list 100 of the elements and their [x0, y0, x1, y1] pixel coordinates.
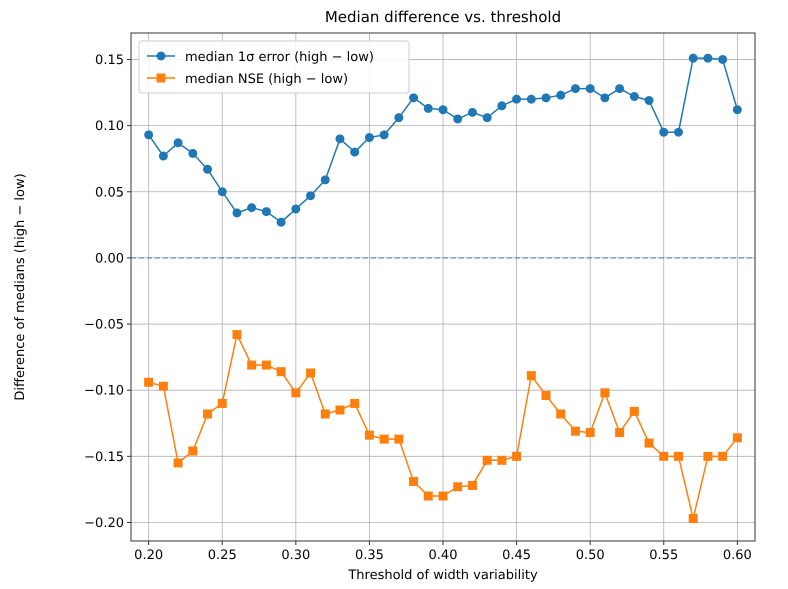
- y-tick-label: −0.10: [84, 384, 124, 399]
- x-tick-label: 0.20: [134, 548, 164, 563]
- point: [630, 406, 639, 416]
- point: [320, 410, 330, 418]
- point: [144, 130, 154, 140]
- point: [674, 452, 683, 461]
- point: [732, 433, 742, 442]
- point: [306, 191, 316, 200]
- point: [380, 434, 389, 444]
- legend-label: median NSE (high − low): [185, 72, 348, 87]
- x-axis-title: Threshold of width variability: [347, 568, 538, 583]
- y-tick-label: −0.20: [84, 516, 124, 531]
- point: [526, 94, 536, 104]
- x-tick-label: 0.30: [281, 548, 310, 563]
- point: [644, 438, 654, 448]
- point: [497, 101, 506, 110]
- point: [218, 398, 227, 408]
- point: [364, 430, 374, 440]
- point: [291, 388, 300, 398]
- point: [615, 428, 624, 438]
- point: [482, 113, 492, 122]
- y-tick-label: −0.15: [84, 450, 124, 465]
- point: [453, 114, 462, 124]
- point: [218, 187, 227, 196]
- point: [424, 492, 433, 501]
- point: [526, 371, 536, 380]
- point: [364, 133, 374, 142]
- point: [718, 452, 728, 461]
- point: [703, 452, 712, 461]
- point: [409, 476, 418, 486]
- x-tick-label: 0.40: [428, 548, 458, 563]
- point: [335, 406, 344, 415]
- point: [586, 84, 595, 94]
- point: [276, 367, 286, 376]
- point: [630, 92, 639, 101]
- point: [174, 458, 183, 468]
- point: [188, 446, 198, 456]
- point: [512, 94, 522, 104]
- y-tick-label: −0.05: [84, 318, 124, 333]
- point: [688, 54, 698, 63]
- point: [570, 426, 580, 436]
- y-tick-label: 0.00: [95, 251, 124, 266]
- point: [232, 208, 242, 218]
- chart-title: Median difference vs. threshold: [324, 8, 562, 26]
- point: [232, 330, 242, 340]
- point: [335, 134, 344, 144]
- point: [674, 128, 683, 137]
- point: [350, 148, 360, 157]
- point: [424, 104, 433, 113]
- point: [291, 204, 300, 214]
- point: [732, 105, 742, 114]
- point: [203, 410, 212, 418]
- point: [644, 96, 654, 105]
- point: [276, 218, 286, 227]
- x-tick-label: 0.55: [649, 548, 678, 563]
- x-tick-label: 0.25: [208, 548, 237, 563]
- point: [158, 382, 168, 391]
- point: [586, 428, 595, 438]
- point: [497, 456, 506, 465]
- point: [615, 84, 624, 94]
- point: [718, 54, 728, 64]
- point: [350, 398, 360, 408]
- point: [394, 113, 404, 122]
- point: [659, 128, 668, 137]
- point: [482, 456, 492, 465]
- point: [703, 54, 712, 63]
- point: [453, 482, 462, 492]
- point: [394, 434, 404, 444]
- point: [468, 108, 477, 117]
- point: [158, 152, 168, 161]
- point: [247, 360, 256, 370]
- y-tick-label: 0.05: [95, 185, 124, 200]
- x-tick-label: 0.35: [354, 548, 384, 563]
- point: [144, 378, 154, 387]
- x-tick-label: 0.60: [722, 548, 752, 563]
- point: [542, 390, 551, 400]
- x-tick-label: 0.45: [502, 548, 532, 563]
- x-tick-label: 0.50: [576, 548, 605, 563]
- point: [570, 84, 580, 94]
- point: [688, 514, 698, 524]
- point: [409, 93, 418, 102]
- point: [188, 148, 198, 158]
- point: [438, 492, 448, 501]
- point: [306, 368, 316, 378]
- y-axis-title: Difference of medians (high − low): [13, 173, 28, 401]
- point: [600, 388, 610, 398]
- point: [262, 360, 271, 370]
- point: [600, 93, 610, 102]
- point: [556, 410, 566, 418]
- point: [203, 164, 212, 174]
- y-tick-label: 0.15: [95, 52, 124, 68]
- y-tick-label: 0.10: [95, 119, 124, 134]
- point: [512, 452, 522, 461]
- point: [174, 138, 183, 148]
- point: [320, 175, 330, 184]
- point: [542, 93, 551, 102]
- point: [380, 130, 389, 140]
- point: [438, 105, 448, 114]
- point: [659, 452, 668, 461]
- legend-label: median 1σ error (high − low): [185, 50, 374, 65]
